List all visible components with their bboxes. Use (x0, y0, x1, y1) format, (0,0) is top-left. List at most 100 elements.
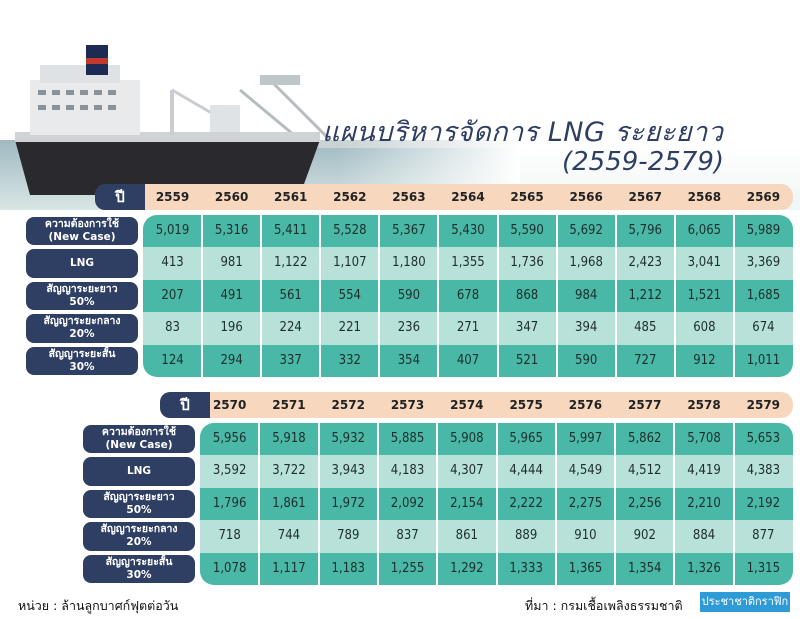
table-cell: 5,908 (450, 431, 484, 446)
table-cell: 1,078 (212, 560, 247, 576)
table-cell: 332 (338, 352, 361, 368)
table-cell: 5,708 (687, 431, 721, 446)
table-cell: 5,430 (451, 223, 485, 238)
table-cell: 5,411 (273, 223, 308, 238)
year-2562: 2562 (333, 190, 367, 204)
table-cell: 1,117 (272, 560, 306, 576)
table-cell: 884 (692, 528, 716, 544)
table-cell: 5,692 (569, 223, 603, 238)
row-label-text: 20% (69, 328, 95, 341)
column-divider (732, 423, 735, 585)
year-2570: 2570 (212, 398, 247, 412)
column-divider (437, 215, 440, 377)
table-cell: 2,154 (450, 495, 484, 511)
row-label: สัญญาระยะสั้น 30% (26, 346, 138, 375)
table-cell: 981 (220, 255, 243, 271)
table-cell: 4,512 (628, 463, 662, 479)
table-cell: 1,212 (628, 287, 662, 303)
table-cell: 674 (752, 320, 775, 336)
row-label-text: สัญญาระยะยาว (46, 282, 118, 295)
table-cell: 5,965 (509, 431, 543, 446)
table-cell: 1,736 (510, 255, 544, 271)
table-cell: 3,722 (272, 463, 306, 479)
table-cell: 902 (633, 528, 656, 544)
table-cell: 910 (574, 528, 597, 544)
column-divider (495, 423, 498, 585)
table-cell: 4,183 (390, 463, 425, 479)
table-cell: 521 (515, 352, 539, 368)
row-label-text: สัญญาระยะกลาง (43, 315, 121, 328)
table-cell: 1,685 (746, 287, 781, 303)
table-cell: 413 (161, 255, 184, 271)
year-2571: 2571 (272, 398, 306, 412)
table-cell: 889 (514, 528, 538, 544)
row-label-text: สัญญาระยะสั้น (48, 347, 116, 360)
column-divider (555, 215, 558, 377)
year-2560: 2560 (214, 190, 249, 204)
row-label: สัญญาระยะกลาง 20% (26, 314, 138, 343)
table-cell: 5,918 (272, 431, 306, 446)
page-title: แผนบริหารจัดการ LNG ระยะยาว (322, 117, 724, 148)
year-2576: 2576 (568, 398, 603, 412)
table-cell: 3,369 (746, 255, 781, 271)
year-2564: 2564 (451, 190, 485, 204)
table-cell: 1,521 (687, 287, 722, 303)
table-row: 5,019 5,316 5,411 5,528 5,367 5,430 5,590 5,692… (143, 215, 793, 248)
row-label-text: ความต้องการใช้ (44, 218, 120, 231)
table-cell: 124 (161, 352, 184, 368)
row-label-text: LNG (126, 465, 152, 478)
table-cell: 394 (575, 320, 598, 336)
table-cell: 5,019 (155, 223, 190, 238)
table-cell: 2,256 (628, 495, 662, 511)
row-label: LNG (26, 249, 138, 278)
table-cell: 2,092 (390, 495, 425, 511)
table-cell: 561 (279, 287, 302, 303)
row-label: สัญญาระยะกลาง 20% (83, 522, 195, 551)
column-divider (732, 215, 735, 377)
row-label-text: 30% (126, 568, 152, 581)
year-2579: 2579 (746, 398, 781, 412)
table-cell: 1,183 (331, 560, 365, 576)
table-cell: 868 (515, 287, 539, 303)
column-divider (614, 423, 617, 585)
year-2572: 2572 (331, 398, 365, 412)
table-cell: 861 (455, 528, 478, 544)
column-divider (673, 423, 676, 585)
row-label-text: (New Case) (105, 439, 173, 452)
table-row: 413 981 1,122 1,107 1,180 1,355 1,736 1,968 2,42… (143, 247, 793, 280)
table-cell: 727 (634, 352, 657, 368)
table-cell: 554 (338, 287, 361, 303)
table-cell: 2,222 (509, 495, 543, 511)
table-cell: 718 (218, 528, 241, 544)
table-cell: 1,861 (272, 495, 306, 511)
row-label: สัญญาระยะยาว 50% (83, 489, 195, 519)
table-cell: 5,997 (568, 431, 603, 446)
table-cell: 207 (161, 287, 184, 303)
row-label-text: ความต้องการใช้ (101, 426, 177, 439)
table-cell: 347 (515, 320, 539, 336)
table-cell: 1,365 (568, 560, 603, 576)
column-divider (673, 215, 676, 377)
table-cell: 2,275 (568, 495, 603, 511)
table-row: 83 196 224 221 236 271 347 394 485 608 674 (143, 312, 793, 345)
column-divider (378, 215, 381, 377)
table-cell: 1,354 (628, 560, 662, 576)
table-cell: 877 (752, 528, 775, 544)
table-cell: 3,592 (212, 463, 247, 479)
table-cell: 590 (575, 352, 598, 368)
year-2573: 2573 (390, 398, 425, 412)
table-cell: 491 (220, 287, 243, 303)
data-grid: 5,019 5,316 5,411 5,528 5,367 5,430 5,590 5,692… (143, 215, 793, 377)
year-2559: 2559 (155, 190, 190, 204)
table-cell: 1,122 (273, 255, 308, 271)
column-divider (496, 215, 499, 377)
table-cell: 789 (337, 528, 360, 544)
row-label: ความต้องการใช้ (New Case) (83, 425, 195, 454)
column-divider (260, 215, 263, 377)
table-cell: 1,292 (450, 560, 484, 576)
table-cell: 2,210 (687, 495, 721, 511)
table-cell: 3,943 (331, 463, 365, 479)
row-label-text: สัญญาระยะยาว (103, 490, 175, 503)
year-2566: 2566 (569, 190, 603, 204)
table-cell: 83 (165, 320, 180, 336)
